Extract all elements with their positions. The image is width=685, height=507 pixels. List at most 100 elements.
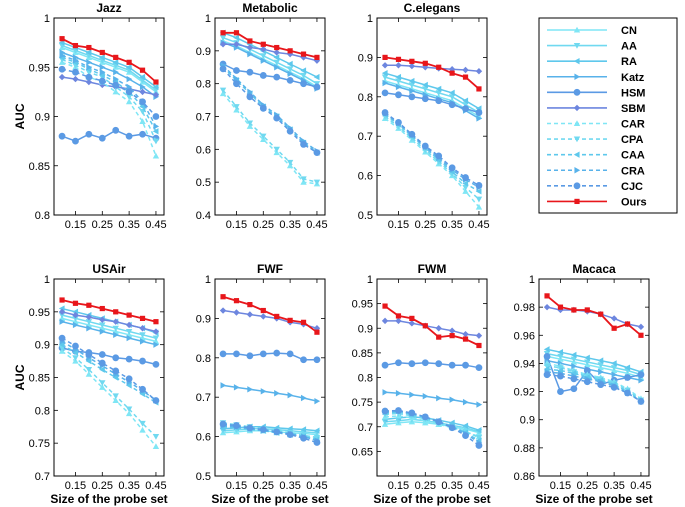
y-tick-label: 0.95 — [29, 62, 50, 74]
legend-entry-cra: CRA — [547, 165, 645, 177]
series-line — [546, 362, 642, 400]
data-point — [273, 428, 281, 436]
series-line — [61, 46, 157, 93]
legend-marker — [574, 198, 580, 205]
legend-entry-ra: RA — [547, 56, 637, 68]
data-point — [58, 341, 65, 348]
data-point — [435, 85, 442, 93]
data-point — [220, 294, 226, 300]
data-point — [259, 104, 267, 112]
data-point — [247, 386, 254, 393]
data-point — [395, 359, 402, 367]
legend-marker — [573, 26, 581, 33]
data-point — [395, 56, 402, 62]
data-point — [260, 388, 267, 395]
data-point — [72, 68, 79, 76]
data-point — [300, 176, 307, 183]
y-tick-label: 0.6 — [196, 144, 211, 156]
data-point — [476, 86, 482, 92]
y-tick-label: 0.85 — [352, 348, 373, 360]
data-point — [139, 426, 146, 433]
data-point — [421, 95, 429, 103]
data-point — [139, 325, 146, 332]
data-point — [58, 334, 66, 342]
data-point — [85, 357, 92, 365]
data-point — [624, 374, 631, 381]
y-tick-label: 0.5 — [196, 471, 211, 483]
legend-marker — [573, 43, 581, 49]
legend-marker — [573, 88, 581, 96]
data-point — [314, 397, 321, 405]
data-point — [247, 38, 253, 44]
data-point — [462, 184, 469, 191]
data-point — [260, 307, 266, 314]
data-point — [409, 391, 416, 398]
y-tick-label: 0.7 — [358, 422, 373, 434]
data-point — [300, 434, 307, 442]
data-point — [597, 362, 604, 369]
data-point — [570, 375, 578, 383]
data-point — [152, 443, 160, 450]
data-point — [233, 422, 240, 429]
data-point — [610, 383, 618, 391]
data-point — [313, 356, 321, 364]
series-line — [384, 117, 480, 208]
series-cjc — [381, 109, 483, 189]
x-tick-label: 0.25 — [92, 480, 113, 492]
x-tick-label: 0.35 — [118, 219, 139, 231]
chart-title: Macaca — [572, 262, 616, 276]
chart-usair: USAir 0.7 0.75 0.8 0.85 0.9 0.95 1 0.15 0.25 0.35 0… — [13, 262, 168, 506]
data-point — [382, 54, 388, 60]
legend-label: CAR — [621, 119, 645, 131]
data-point — [274, 313, 280, 320]
legend-entry-cjc: CJC — [547, 181, 643, 193]
data-point — [571, 307, 577, 313]
series-line — [61, 314, 157, 339]
data-point — [246, 68, 254, 76]
legend-label: HSM — [621, 87, 645, 99]
legend-entry-cpa: CPA — [547, 134, 643, 146]
data-point — [112, 393, 119, 400]
legend-box — [538, 17, 678, 214]
data-point — [220, 382, 227, 389]
data-point — [475, 182, 483, 189]
data-point — [624, 389, 631, 397]
legend-label: CRA — [621, 165, 645, 177]
legend-marker — [573, 182, 581, 190]
data-point — [85, 371, 93, 377]
x-tick-label: 0.35 — [279, 219, 300, 231]
axes-box — [376, 17, 488, 216]
data-point — [462, 174, 469, 181]
x-tick-label: 0.35 — [441, 219, 462, 231]
series-katz — [220, 382, 321, 405]
data-point — [409, 315, 415, 321]
y-axis-label: AUC — [13, 364, 27, 390]
series-cjc — [381, 407, 483, 449]
y-tick-label: 0.7 — [196, 392, 211, 404]
data-point — [246, 311, 254, 318]
axes-box — [214, 17, 326, 216]
series-ours — [220, 294, 320, 335]
x-tick-label: 0.25 — [92, 219, 113, 231]
data-point — [475, 332, 483, 339]
axes-box — [53, 278, 165, 477]
series-hsm — [381, 359, 483, 372]
data-point — [259, 72, 267, 79]
y-tick-label: 0.9 — [35, 112, 50, 124]
y-tick-label: 0.9 — [196, 46, 211, 58]
y-tick-label: 1 — [44, 13, 50, 25]
series-line — [222, 93, 318, 185]
data-point — [152, 328, 160, 335]
data-point — [58, 132, 66, 140]
y-tick-label: 0.8 — [35, 405, 50, 417]
data-point — [637, 371, 645, 379]
data-point — [638, 332, 644, 338]
data-point — [99, 64, 106, 71]
data-point — [300, 426, 307, 433]
y-tick-label: 0.96 — [514, 330, 535, 342]
data-point — [247, 50, 254, 58]
x-tick-label: 0.45 — [145, 480, 166, 492]
y-tick-label: 0.86 — [514, 471, 535, 483]
data-point — [408, 82, 416, 89]
series-line — [384, 421, 480, 434]
